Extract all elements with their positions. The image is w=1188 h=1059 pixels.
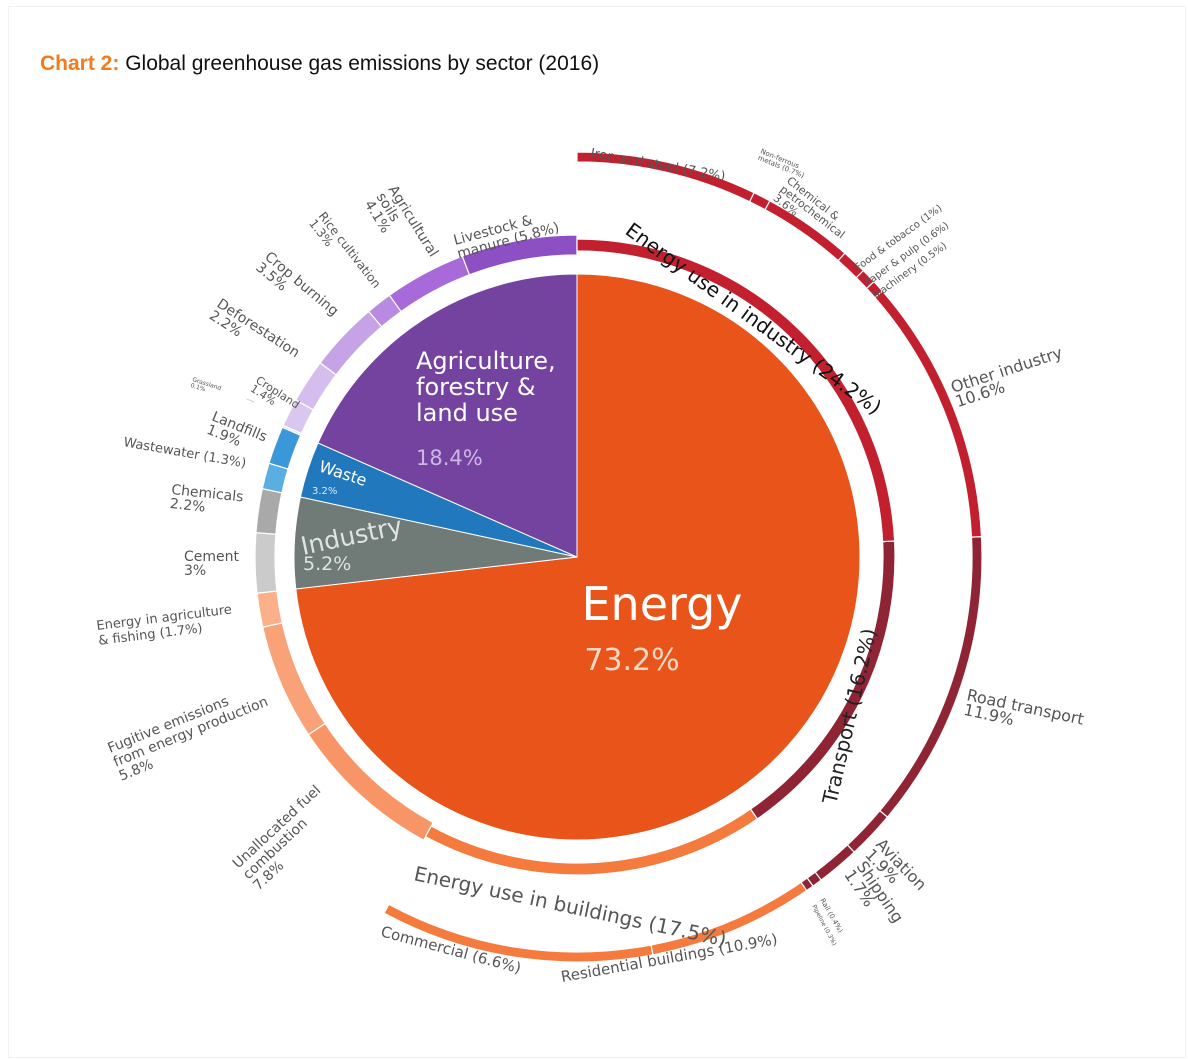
waste-sector-value: 3.2% <box>312 486 337 497</box>
subsector-label-crop-burning: Crop burning3.5% <box>252 249 341 330</box>
subgroup-arc-other-industry <box>874 290 983 538</box>
subgroup-label-iron-and-steel: Iron and steel (7.2%) <box>589 146 726 184</box>
subsector-arc-landfills <box>268 426 302 470</box>
subsector-label-chemicals: Chemicals2.2% <box>169 482 244 519</box>
subgroup-arc-road-transport <box>878 536 983 818</box>
subsector-arc-livestock-manure <box>461 234 578 276</box>
grassland-leader: — <box>244 395 256 408</box>
subsector-arc-unallocated-fuel-combustion <box>307 722 434 841</box>
subgroup-label-road-transport: Road transport11.9% <box>962 685 1086 743</box>
pie-slice-agriculture-forestry-land-use <box>317 273 578 558</box>
subsector-label-deforestation: Deforestation2.2% <box>206 296 302 373</box>
subsector-arc-chemicals <box>255 488 283 535</box>
subgroup-label-non-ferrous-metals: Non-ferrousmetals (0.7%) <box>757 147 809 179</box>
subsector-arc-crop-burning <box>319 310 383 376</box>
subsector-label-energy-in-agriculture-fishing: Energy in agriculture& fishing (1.7%) <box>96 602 235 648</box>
group-arc-energy-use-in-industry <box>576 238 896 543</box>
industry-sector-value: 5.2% <box>303 553 351 575</box>
chart-title: Global greenhouse gas emissions by secto… <box>125 52 600 75</box>
subsector-arc-fugitive-emissions-from-energy-production <box>262 622 326 736</box>
subsector-arc-agricultural-soils <box>388 255 471 313</box>
subgroup-label-other-industry: Other industry10.6% <box>948 343 1069 411</box>
chart-number: Chart 2: <box>40 52 120 75</box>
subsector-label-unallocated-fuel-combustion: Unallocated fuelcombustion7.8% <box>230 782 345 893</box>
subsector-label-fugitive-emissions-from-energy-production: Fugitive emissionsfrom energy production… <box>106 680 277 785</box>
subgroup-arc-pipeline <box>800 877 814 892</box>
subsector-label-agricultural-soils: Agriculturalsoils4.1% <box>361 183 441 275</box>
subsector-arc-rice-cultivation <box>367 294 402 328</box>
subsector-arc-cement <box>254 532 278 595</box>
energy-sector-value: 73.2% <box>584 643 679 678</box>
chart-heading: Chart 2: Global greenhouse gas emissions… <box>40 52 599 76</box>
energy-sector-name: Energy <box>581 577 742 631</box>
pie-slice-energy <box>295 273 861 841</box>
subsector-label-grassland: Grassland0.1% <box>190 376 223 398</box>
subsector-arc-energy-in-agriculture-fishing <box>256 590 283 628</box>
group-arc-transport <box>749 540 896 820</box>
subsector-label-cement: Cement 3% <box>184 549 240 579</box>
group-arc-energy-use-in-buildings <box>424 808 759 876</box>
agriculture-sector-value: 18.4% <box>416 446 483 470</box>
subsector-arc-cropland <box>282 399 315 435</box>
subsector-arc-deforestation <box>294 362 337 411</box>
agriculture-sector-name: Agriculture, forestry & land use <box>416 347 556 427</box>
subsector-arc-wastewater <box>261 462 289 494</box>
subgroup-arc-residential-buildings <box>383 903 654 963</box>
